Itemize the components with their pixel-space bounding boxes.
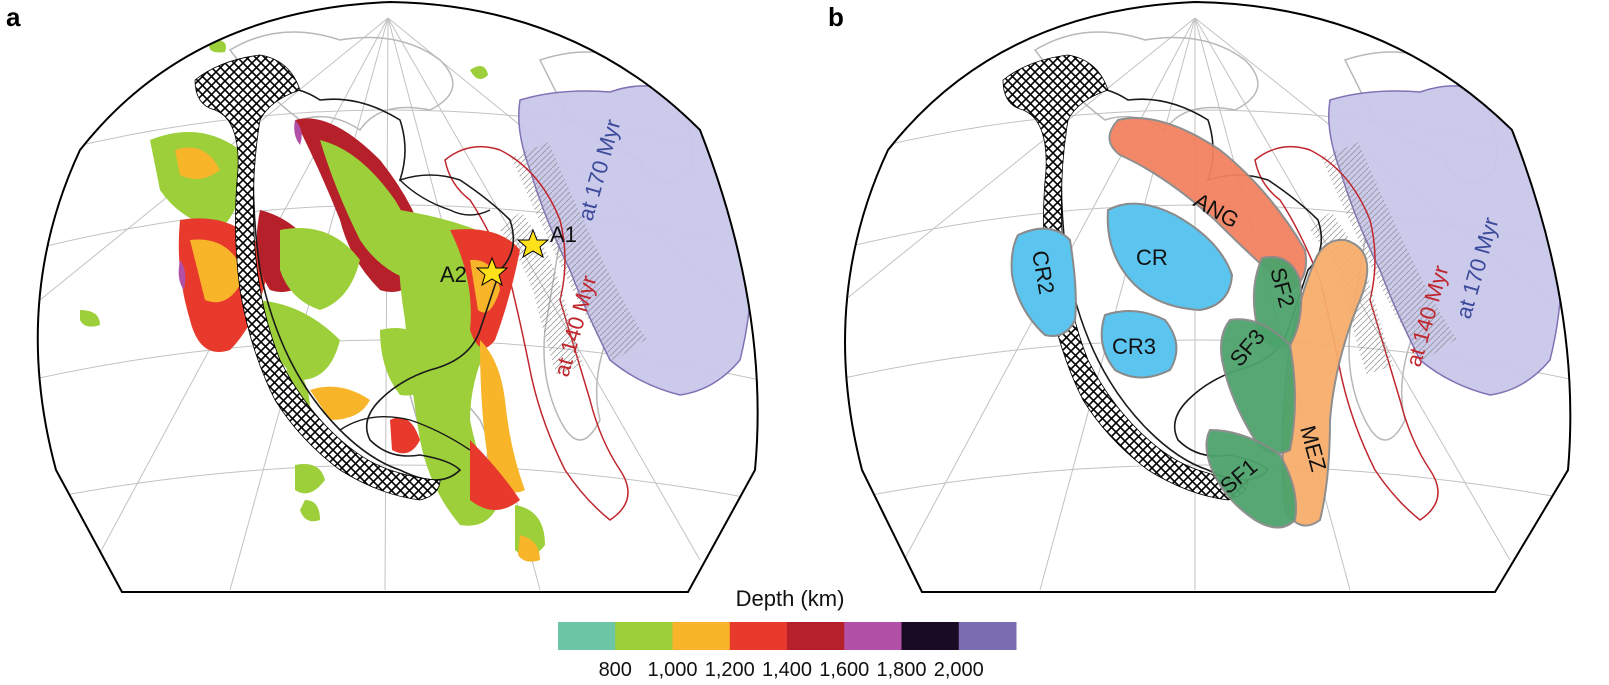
region-sf1 (1205, 428, 1297, 529)
colorbar-swatch-1 (558, 622, 616, 650)
label-a2: A2 (440, 262, 467, 287)
panel-a: a A1 A2 at 170 Myr at 140 Myr (6, 0, 759, 593)
label-a1: A1 (550, 222, 577, 247)
star-a1-icon (516, 228, 550, 259)
colorbar-swatch-6 (844, 622, 902, 650)
colorbar-swatch-7 (901, 622, 960, 650)
slab-anomalies-a (80, 37, 545, 562)
panel-b: b at 170 Myr at 140 Myr ANG CR CR2 CR3 S… (828, 0, 1572, 593)
map-frame-a (36, 0, 759, 593)
panel-letter-a: a (6, 2, 21, 32)
label-cr3: CR3 (1112, 334, 1156, 359)
region-mez (1281, 238, 1369, 527)
colorbar-ticks: 800 1,000 1,200 1,400 1,600 1,800 2,000 (599, 659, 984, 681)
region-cr2 (1010, 227, 1077, 337)
slab-regions-b (1010, 117, 1369, 529)
label-cr: CR (1136, 245, 1168, 270)
colorbar-swatch-4 (729, 622, 788, 650)
colorbar-swatch-8 (958, 622, 1017, 650)
colorbar-swatch-3 (672, 622, 731, 650)
region-cr3 (1100, 310, 1178, 379)
colorbar-tick-label: 1,600 (819, 659, 869, 681)
colorbar-swatches (558, 622, 1017, 650)
star-a2-icon (475, 256, 509, 287)
colorbar-tick-label: 800 (599, 659, 632, 681)
paleo-coastline-a (249, 85, 515, 481)
colorbar-tick-label: 1,200 (705, 659, 755, 681)
colorbar-swatch-5 (787, 622, 845, 650)
panel-letter-b: b (828, 2, 844, 32)
colorbar-tick-label: 1,800 (876, 659, 926, 681)
colorbar-swatch-2 (615, 622, 673, 650)
region-cr (1106, 202, 1234, 312)
colorbar-tick-label: 1,000 (647, 659, 697, 681)
depth-colorbar: Depth (km) 800 1,000 1,200 1,400 1,600 1,800 2… (558, 586, 1017, 681)
colorbar-tick-label: 2,000 (934, 659, 984, 681)
colorbar-title: Depth (km) (736, 586, 845, 611)
subduction-zone-a (194, 54, 441, 501)
colorbar-tick-label: 1,400 (762, 659, 812, 681)
map-frame-b (844, 0, 1572, 593)
